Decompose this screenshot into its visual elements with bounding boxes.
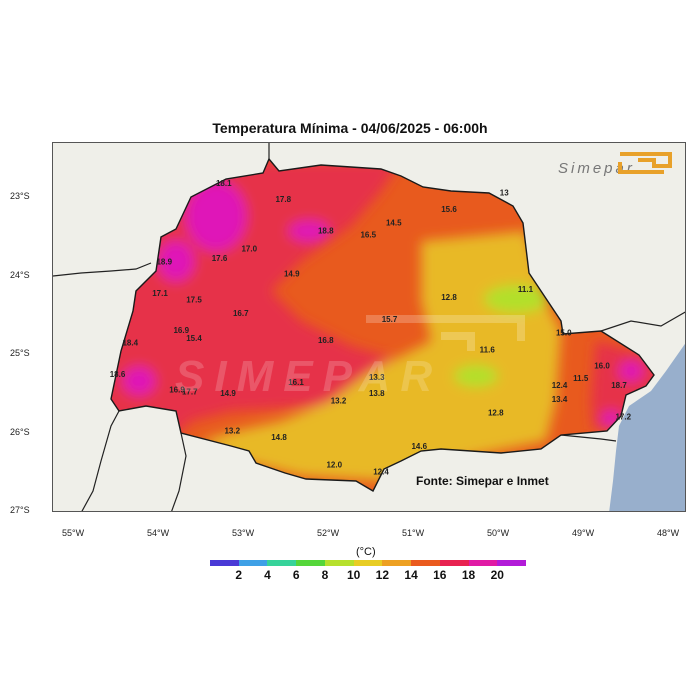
temperature-map: 18.1 17.8 15.6 13 14.5 18.8 16.5 17.0 17.6 18.9 14… bbox=[53, 143, 685, 511]
station-value: 18.4 bbox=[122, 339, 138, 348]
station-value: 15.4 bbox=[186, 334, 202, 343]
station-value: 16.9 bbox=[169, 386, 185, 395]
lat-tick-label: 24°S bbox=[10, 269, 30, 280]
colorbar-segment bbox=[267, 560, 297, 566]
colorbar-tick: 4 bbox=[264, 568, 271, 582]
colorbar-segment bbox=[324, 560, 354, 566]
colorbar-tick: 20 bbox=[490, 568, 504, 582]
station-value: 11.5 bbox=[573, 374, 589, 383]
colorbar-tick: 18 bbox=[461, 568, 476, 582]
station-labels: 18.1 17.8 15.6 13 14.5 18.8 16.5 17.0 17.6 18.9 14… bbox=[110, 179, 632, 476]
station-value: 18.9 bbox=[156, 258, 172, 267]
station-value: 15.0 bbox=[556, 328, 572, 337]
lat-tick-label: 23°S bbox=[10, 191, 30, 201]
station-value: 17.8 bbox=[275, 195, 291, 204]
colorbar-segment bbox=[439, 560, 469, 566]
lon-tick-label: 49°W bbox=[572, 528, 595, 538]
colorbar-tick: 8 bbox=[321, 568, 329, 582]
simepar-logo-icon bbox=[618, 152, 672, 174]
station-value: 12.8 bbox=[441, 293, 457, 302]
station-value: 18.7 bbox=[611, 381, 627, 390]
station-value: 16.8 bbox=[318, 336, 334, 345]
colorbar-segment bbox=[497, 560, 527, 566]
colorbar-segment bbox=[353, 560, 383, 566]
station-value: 17.0 bbox=[241, 244, 257, 253]
station-value: 18.8 bbox=[318, 226, 334, 235]
lon-tick-label: 50°W bbox=[487, 528, 510, 538]
station-value: 15.7 bbox=[382, 315, 398, 324]
station-value: 17.6 bbox=[212, 254, 228, 263]
temperature-field bbox=[111, 159, 654, 491]
colorbar-tick: 12 bbox=[375, 568, 390, 582]
watermark-logo bbox=[366, 315, 525, 351]
station-value: 12.0 bbox=[326, 460, 342, 469]
colorbar bbox=[210, 560, 527, 566]
station-value: 11.6 bbox=[480, 346, 496, 355]
station-value: 16.1 bbox=[288, 378, 304, 387]
station-value: 17.7 bbox=[182, 387, 198, 396]
station-value: 12.4 bbox=[373, 467, 389, 476]
lat-tick-label: 25°S bbox=[10, 348, 30, 358]
parana-border bbox=[110, 157, 655, 492]
station-value: 17.5 bbox=[186, 295, 202, 304]
station-value: 18.1 bbox=[216, 179, 232, 188]
lon-tick-label: 51°W bbox=[402, 528, 425, 538]
lon-tick-label: 52°W bbox=[317, 528, 340, 538]
station-value: 15.6 bbox=[441, 205, 457, 214]
map-title: Temperatura Mínima - 04/06/2025 - 06:00h bbox=[212, 120, 488, 136]
watermark-text: SIMEPAR bbox=[175, 352, 443, 401]
colorbar-segment bbox=[238, 560, 268, 566]
colorbar-segment bbox=[296, 560, 325, 566]
station-value: 13.2 bbox=[331, 397, 347, 406]
legend-unit: (°C) bbox=[356, 546, 376, 558]
colorbar-tick: 16 bbox=[433, 568, 447, 582]
lon-tick-label: 53°W bbox=[232, 528, 255, 538]
neighbour-borders bbox=[53, 143, 685, 511]
ocean bbox=[609, 343, 685, 511]
lat-tick-label: 27°S bbox=[10, 505, 30, 515]
station-value: 16.5 bbox=[360, 230, 376, 239]
station-value: 14.9 bbox=[284, 270, 300, 279]
map-frame: 18.1 17.8 15.6 13 14.5 18.8 16.5 17.0 17.6 18.9 14… bbox=[52, 142, 686, 512]
colorbar-segment bbox=[382, 560, 412, 566]
station-value: 18.6 bbox=[110, 370, 126, 379]
lon-tick-label: 48°W bbox=[657, 528, 680, 538]
station-value: 16.7 bbox=[233, 309, 249, 318]
station-value: 14.8 bbox=[271, 433, 287, 442]
brand-name: Simepar bbox=[558, 160, 635, 177]
station-value: 16.0 bbox=[594, 361, 610, 370]
station-value: 13 bbox=[500, 189, 509, 198]
source-note: Fonte: Simepar e Inmet bbox=[416, 474, 549, 488]
station-value: 13.4 bbox=[552, 395, 568, 404]
colorbar-segment bbox=[210, 560, 239, 566]
station-value: 17.2 bbox=[615, 412, 631, 421]
station-value: 14.9 bbox=[220, 389, 236, 398]
colorbar-tick: 2 bbox=[235, 568, 243, 582]
station-value: 16.9 bbox=[173, 326, 189, 335]
station-value: 12.4 bbox=[552, 381, 568, 390]
colorbar-segment bbox=[468, 560, 498, 566]
lat-tick-label: 26°S bbox=[10, 426, 30, 437]
station-value: 14.5 bbox=[386, 218, 402, 227]
station-value: 13.3 bbox=[369, 373, 385, 382]
station-value: 11.1 bbox=[518, 285, 534, 294]
colorbar-tick: 6 bbox=[292, 568, 300, 582]
lon-tick-label: 54°W bbox=[147, 528, 170, 538]
lon-tick-label: 55°W bbox=[62, 528, 85, 538]
station-value: 13.2 bbox=[224, 427, 240, 436]
station-value: 14.6 bbox=[411, 442, 427, 451]
colorbar-tick: 14 bbox=[404, 568, 418, 582]
station-value: 13.8 bbox=[369, 389, 385, 398]
colorbar-segment bbox=[411, 560, 440, 566]
station-value: 17.1 bbox=[152, 289, 168, 298]
station-value: 12.8 bbox=[488, 408, 504, 417]
colorbar-tick: 10 bbox=[346, 568, 361, 582]
